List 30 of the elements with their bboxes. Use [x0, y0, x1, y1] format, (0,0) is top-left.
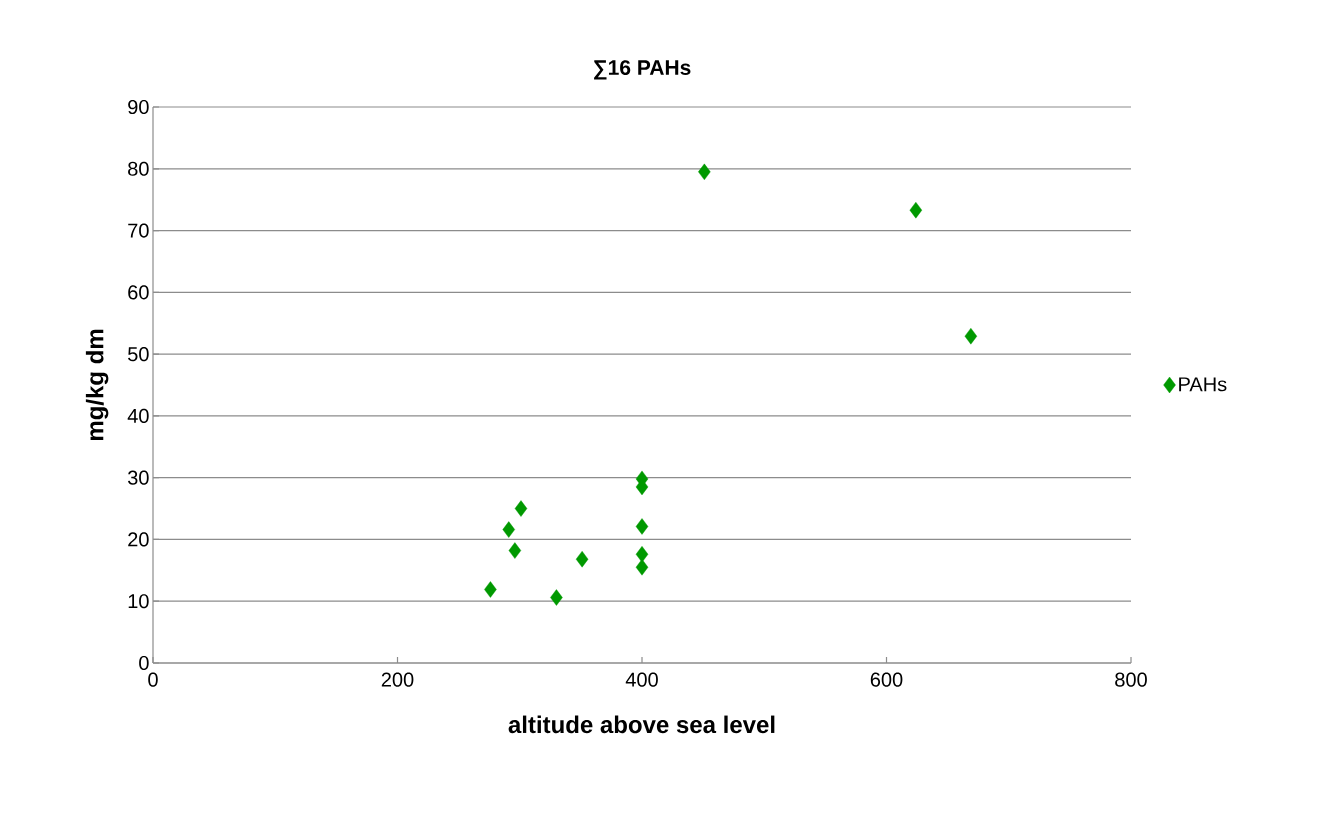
chart-title: ∑16 PAHs [594, 60, 691, 80]
y-tick-label: 60 [128, 285, 149, 300]
point [502, 521, 515, 538]
y-tick-label: 40 [127, 408, 149, 423]
x-tick-label: 200 [381, 672, 414, 687]
legend-label: PAHs [1179, 377, 1227, 392]
point [575, 551, 589, 568]
point [508, 542, 522, 559]
x-tick-label: 400 [625, 672, 658, 687]
point [514, 500, 528, 517]
y-tick-label: 80 [128, 161, 149, 176]
x-axis-title: altitude above sea level [508, 715, 775, 734]
y-axis-title: mg/kg dm [85, 329, 109, 441]
y-tick-label: 10 [128, 594, 149, 609]
point [698, 163, 711, 181]
y-tick-label: 0 [139, 655, 149, 671]
point [550, 589, 563, 606]
y-tick-label: 90 [128, 99, 149, 115]
x-tick-label: 800 [1115, 672, 1147, 687]
x-tick-label: 600 [870, 672, 903, 687]
y-tick-label: 50 [128, 347, 149, 362]
point [484, 581, 497, 598]
point [635, 518, 649, 535]
y-tick-label: 70 [128, 223, 149, 238]
point [909, 201, 923, 219]
point [635, 559, 649, 576]
y-tick-label: 20 [128, 532, 149, 547]
y-tick-label: 30 [127, 470, 149, 485]
point [635, 546, 649, 563]
point [964, 328, 978, 345]
